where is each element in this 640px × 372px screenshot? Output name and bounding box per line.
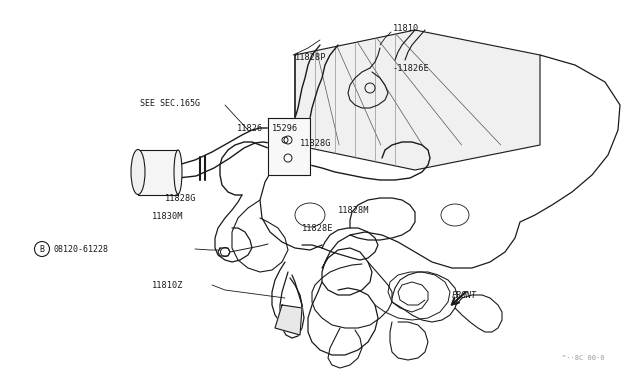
Ellipse shape [174, 150, 182, 194]
Text: 11810Z: 11810Z [152, 280, 184, 289]
Text: ^··8C 00·0: ^··8C 00·0 [562, 355, 605, 361]
Text: B: B [40, 244, 45, 253]
Text: 11828P: 11828P [295, 52, 326, 61]
Text: SEE SEC.165G: SEE SEC.165G [140, 99, 200, 108]
Text: 11826: 11826 [237, 124, 263, 132]
Polygon shape [295, 30, 540, 170]
Text: 11830M: 11830M [152, 212, 184, 221]
Polygon shape [138, 150, 178, 195]
Text: 08120-61228: 08120-61228 [53, 244, 108, 253]
Text: 11810: 11810 [393, 23, 419, 32]
Text: 11828E: 11828E [302, 224, 333, 232]
Ellipse shape [131, 150, 145, 195]
Polygon shape [268, 118, 310, 175]
Text: 11828M: 11828M [338, 205, 369, 215]
Text: 11828G: 11828G [300, 138, 332, 148]
Text: 11828G: 11828G [165, 193, 196, 202]
Polygon shape [275, 305, 302, 335]
Text: FRONT: FRONT [452, 291, 477, 299]
Text: -11826E: -11826E [393, 64, 429, 73]
Text: 15296: 15296 [272, 124, 298, 132]
Circle shape [282, 137, 288, 143]
